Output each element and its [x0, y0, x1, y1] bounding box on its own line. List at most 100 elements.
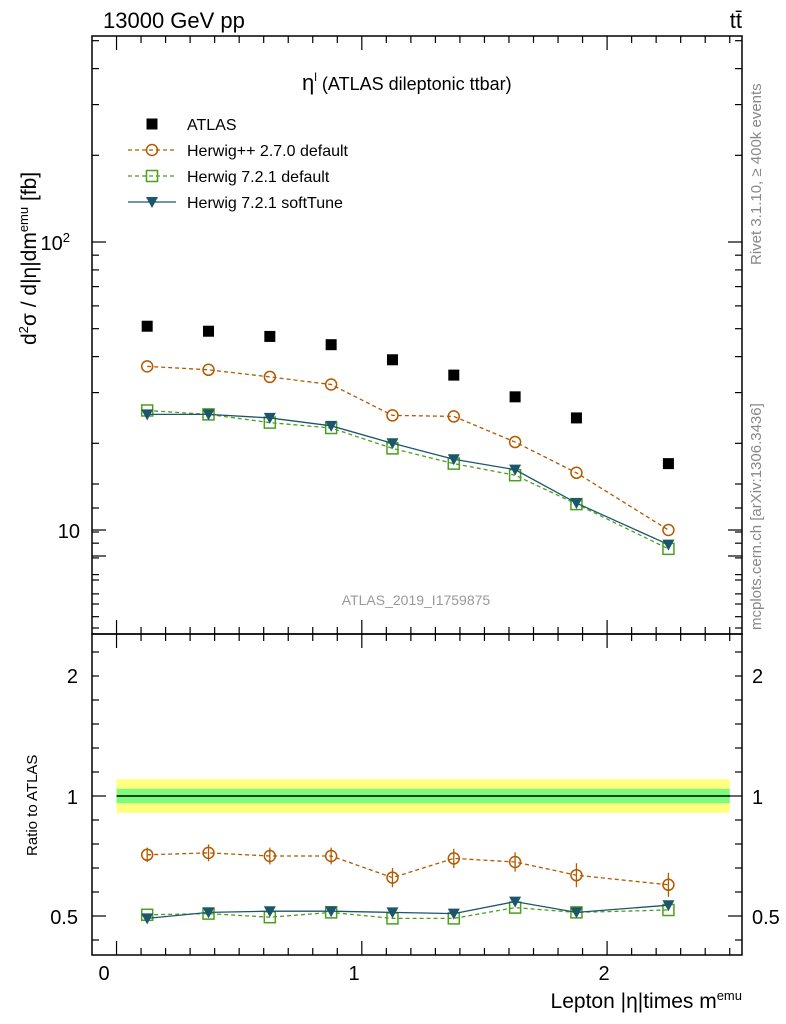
ratio-point: [202, 907, 215, 919]
main-y-tick-label-100: 102: [41, 230, 70, 255]
legend-label: Herwig 7.2.1 default: [187, 169, 330, 186]
series-herwig-7-2-1-default: [140, 404, 675, 556]
ratio-tick-label-1: 1: [67, 787, 78, 809]
data-point: [386, 354, 398, 366]
data-point: [509, 464, 522, 476]
ratio-point: [662, 878, 675, 892]
svg-text:Lepton |η|times memu: Lepton |η|times memu: [551, 988, 742, 1013]
series-atlas: [141, 320, 674, 470]
data-point: [509, 391, 521, 403]
ratio-point: [202, 846, 215, 860]
legend: ATLAS Herwig++ 2.7.0 default Herwig 7.2.1 …: [128, 117, 349, 212]
data-point: [264, 330, 276, 342]
data-point: [447, 454, 460, 466]
main-y-ticks: [92, 36, 742, 955]
ratio-point: [447, 852, 461, 865]
x-tick-label-0: 0: [98, 963, 109, 985]
x-axis-label: Lepton |η|times memu: [551, 988, 742, 1013]
ratio-point: [570, 907, 583, 919]
ratio-tick-label-2-right: 2: [752, 666, 763, 688]
data-point: [386, 409, 399, 422]
legend-label: Herwig 7.2.1 softTune: [187, 195, 343, 212]
ratio-panel: 2 1 0.5 2 1 0.5 Ratio to ATLAS 0 1 2 Lep…: [24, 483, 780, 1013]
y-axis-label: d2σ / d|η|dmemu [fb]: [16, 172, 41, 345]
legend-marker: [145, 169, 159, 183]
mcplots-label: mcplots.cern.ch [arXiv:1306.3436]: [748, 403, 765, 630]
legend-marker: [145, 143, 159, 157]
series-herwig-7-2-1-softtune: [141, 409, 675, 551]
legend-item: Herwig++ 2.7.0 default: [128, 143, 349, 160]
data-point: [386, 438, 399, 450]
series-line: [147, 413, 669, 546]
data-point: [662, 539, 675, 551]
plot-title: ηl (ATLAS dileptonic ttbar): [302, 70, 512, 95]
ratio-point: [141, 913, 154, 925]
data-point: [570, 466, 583, 480]
data-point: [662, 523, 675, 537]
main-series: [140, 320, 675, 556]
ratio-tick-label-0.5-right: 0.5: [752, 907, 780, 929]
ratio-point: [662, 900, 675, 912]
ratio-point: [386, 907, 399, 919]
ratio-y-label: Ratio to ATLAS: [24, 755, 41, 856]
ratio-frame: [91, 633, 743, 956]
data-point: [508, 435, 522, 449]
svg-text:102: 102: [41, 230, 70, 255]
ratio-point: [447, 908, 460, 920]
data-point: [325, 420, 338, 432]
data-point: [202, 363, 215, 377]
main-panel: 10 102 ηl (ATLAS dileptonic ttbar) ATLAS…: [16, 35, 743, 955]
data-point: [203, 325, 215, 337]
ratio-tick-label-1-right: 1: [752, 787, 763, 809]
ratio-band: [116, 779, 730, 813]
ratio-series-herwig-2-7-0-default: [140, 844, 675, 897]
legend-label: ATLAS: [187, 117, 237, 134]
data-point: [141, 320, 153, 332]
x-tick-label-2: 2: [598, 963, 609, 985]
ratio-point: [508, 855, 522, 869]
ratio-y-ticks: [92, 483, 742, 941]
legend-marker: [146, 197, 158, 208]
main-y-tick-label-10: 10: [58, 521, 80, 543]
data-point: [662, 458, 674, 470]
x-tick-label-1: 1: [348, 963, 359, 985]
ratio-line: [147, 852, 669, 886]
ratio-tick-label-0.5: 0.5: [50, 907, 78, 929]
ratio-series-herwig-7-2-1-softtune: [141, 896, 675, 925]
ratio-line: [147, 900, 669, 920]
legend-item: ATLAS: [146, 117, 237, 134]
data-point: [140, 360, 154, 373]
ratio-point: [324, 849, 338, 863]
data-point: [263, 370, 277, 384]
data-point: [447, 410, 461, 423]
energy-label: 13000 GeV pp: [103, 8, 245, 33]
ratio-point: [140, 848, 154, 862]
rivet-label: Rivet 3.1.10, ≥ 400k events: [748, 83, 765, 265]
series-herwig-2-7-0-default: [140, 360, 675, 537]
data-point: [570, 498, 583, 510]
data-point: [263, 412, 276, 424]
legend-item: Herwig 7.2.1 softTune: [128, 195, 343, 212]
analysis-id: ATLAS_2019_I1759875: [342, 592, 491, 608]
data-point: [570, 412, 582, 424]
legend-label: Herwig++ 2.7.0 default: [187, 143, 349, 160]
data-point: [448, 369, 460, 381]
series-line: [147, 409, 669, 550]
legend-marker: [146, 118, 158, 130]
ratio-point: [263, 906, 276, 918]
legend-item: Herwig 7.2.1 default: [128, 169, 330, 186]
series-line: [147, 365, 669, 531]
data-point: [202, 409, 215, 421]
ratio-point: [263, 849, 277, 863]
ratio-point: [509, 896, 522, 908]
data-point: [141, 409, 154, 421]
ratio-point: [386, 871, 399, 884]
ratio-point: [325, 906, 338, 918]
ratio-series: [140, 844, 675, 925]
ratio-tick-label-2: 2: [67, 666, 78, 688]
ratio-point: [570, 868, 583, 882]
data-point: [325, 339, 337, 351]
process-label: tt̄: [730, 8, 742, 33]
data-point: [324, 378, 338, 391]
